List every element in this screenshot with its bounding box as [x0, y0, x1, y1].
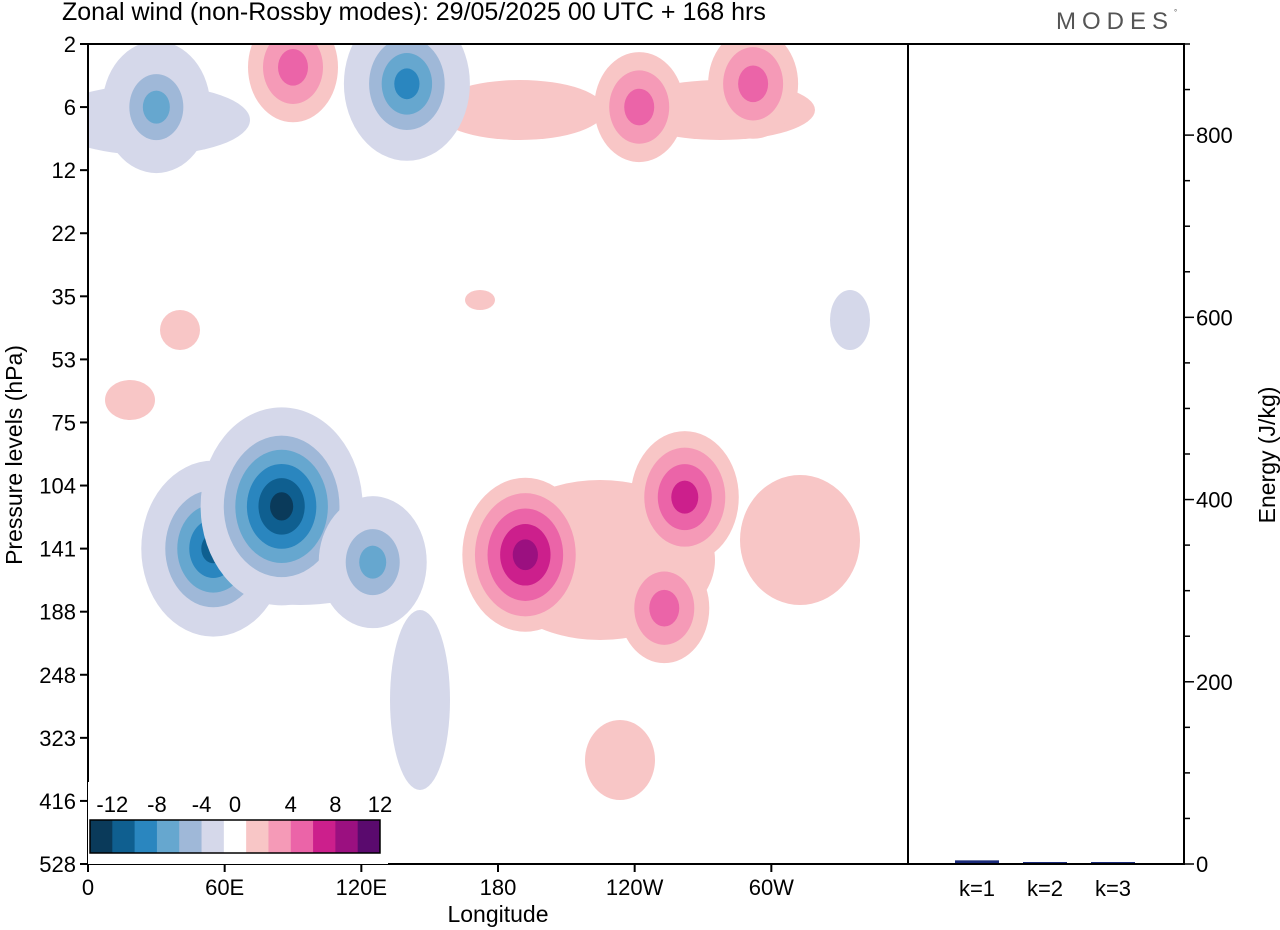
brand-logo: MODES°: [1056, 8, 1177, 36]
contour-level: [394, 68, 420, 100]
contour-level: [142, 90, 170, 124]
energy-axis-title: Energy (J/kg): [1254, 387, 1280, 524]
y-tick-label: 53: [52, 347, 76, 372]
y-tick-label: 188: [39, 600, 76, 625]
y-tick-label: 35: [52, 284, 76, 309]
x-tick-label: 0: [82, 875, 94, 900]
colorbar-label: -12: [96, 792, 128, 817]
contour-pos-upper-b: [708, 44, 799, 139]
x-axis: 0 60E 120E 180 120W 60W: [82, 864, 794, 900]
heatmap-frame: [87, 43, 909, 865]
colorbar-swatch: [246, 820, 269, 853]
colorbar-label: 4: [285, 792, 297, 817]
contour-pos-core-b: [630, 431, 739, 564]
y-tick-label: 75: [52, 410, 76, 435]
contour-neg-jet-c: [318, 496, 427, 629]
y-tick-label: 248: [39, 663, 76, 688]
y-axis: 2 6 12 22 35 53 75 104 141 188 248 323 416 528: [39, 32, 88, 877]
energy-axis: 0 200 400 600 800: [1184, 43, 1233, 877]
colorbar-swatch: [90, 820, 113, 853]
y-tick-label: 12: [52, 158, 76, 183]
colorbar-swatch: [223, 820, 247, 853]
colorbar-swatch: [179, 820, 203, 853]
colorbar-swatch: [268, 820, 292, 853]
y-tick-label: 528: [39, 852, 76, 877]
energy-tick-label: 200: [1196, 670, 1233, 695]
anomaly-patch: [105, 380, 155, 420]
y-tick-label: 323: [39, 726, 76, 751]
energy-tick-label: 800: [1196, 123, 1233, 148]
x-tick-label: 120W: [606, 875, 664, 900]
colorbar-label: -8: [147, 792, 167, 817]
y-tick-label: 104: [39, 474, 76, 499]
contour-level: [649, 589, 680, 627]
contour-pos-upper-c: [594, 52, 685, 163]
y-tick-label: 22: [52, 221, 76, 246]
x-tick-label: 60E: [205, 875, 244, 900]
colorbar-swatch: [335, 820, 359, 853]
colorbar-swatch: [134, 820, 158, 853]
brand-text: MODES: [1056, 8, 1175, 35]
x-axis-title: Longitude: [447, 901, 548, 927]
contour-level: [512, 539, 538, 571]
energy-frame: [907, 43, 1185, 865]
y-axis-title: Pressure levels (hPa): [1, 345, 27, 565]
contour-level: [738, 65, 769, 103]
contour-level: [278, 48, 308, 86]
y-tick-label: 6: [64, 95, 76, 120]
energy-bar-panel: k=1 k=2 k=3: [955, 860, 1135, 901]
colorbar-label: 0: [229, 792, 241, 817]
energy-tick-label: 400: [1196, 488, 1233, 513]
energy-category-label: k=2: [1027, 876, 1063, 901]
contour-pos-core-a: [462, 477, 589, 632]
energy-tick-label: 600: [1196, 305, 1233, 330]
contour-level: [270, 492, 294, 521]
anomaly-patch: [465, 290, 495, 310]
anomaly-patch: [390, 610, 450, 790]
colorbar-frame: [89, 819, 381, 854]
colorbar-swatch: [313, 820, 336, 853]
contour-pos-core-c: [619, 553, 710, 664]
energy-bar: [955, 860, 999, 864]
contour-level: [671, 480, 699, 514]
colorbar-swatch: [201, 820, 225, 853]
anomaly-patch: [160, 310, 200, 350]
brand-mark: °: [1174, 8, 1178, 17]
colorbar-swatch: [156, 820, 180, 853]
colorbar-label: 12: [368, 792, 392, 817]
anomaly-patch: [585, 720, 655, 800]
anomaly-patch: [740, 475, 860, 605]
anomaly-patch: [435, 80, 605, 140]
energy-category-label: k=3: [1095, 876, 1131, 901]
x-tick-label: 60W: [749, 875, 794, 900]
colorbar-swatch: [357, 820, 381, 853]
heatmap-field: [88, 44, 870, 800]
colorbar-swatch: [112, 820, 136, 853]
colorbar: -12 -8 -4 0 4 8 12: [88, 782, 392, 864]
y-tick-label: 141: [39, 537, 76, 562]
energy-category-label: k=1: [959, 876, 995, 901]
colorbar-swatch: [290, 820, 314, 853]
y-tick-label: 416: [39, 789, 76, 814]
x-tick-label: 180: [480, 875, 517, 900]
contour-pos-upper-a: [248, 44, 338, 123]
contour-level: [359, 545, 387, 579]
chart-title: Zonal wind (non-Rossby modes): 29/05/202…: [62, 0, 766, 26]
y-tick-label: 2: [64, 32, 76, 57]
anomaly-patch: [830, 290, 870, 350]
contour-level: [624, 88, 655, 126]
x-tick-label: 120E: [336, 875, 387, 900]
contour-neg-upper-b: [343, 44, 470, 161]
colorbar-label: -4: [192, 792, 212, 817]
contour-neg-upper-a: [102, 44, 211, 174]
energy-tick-label: 0: [1196, 852, 1208, 877]
colorbar-label: 8: [329, 792, 341, 817]
